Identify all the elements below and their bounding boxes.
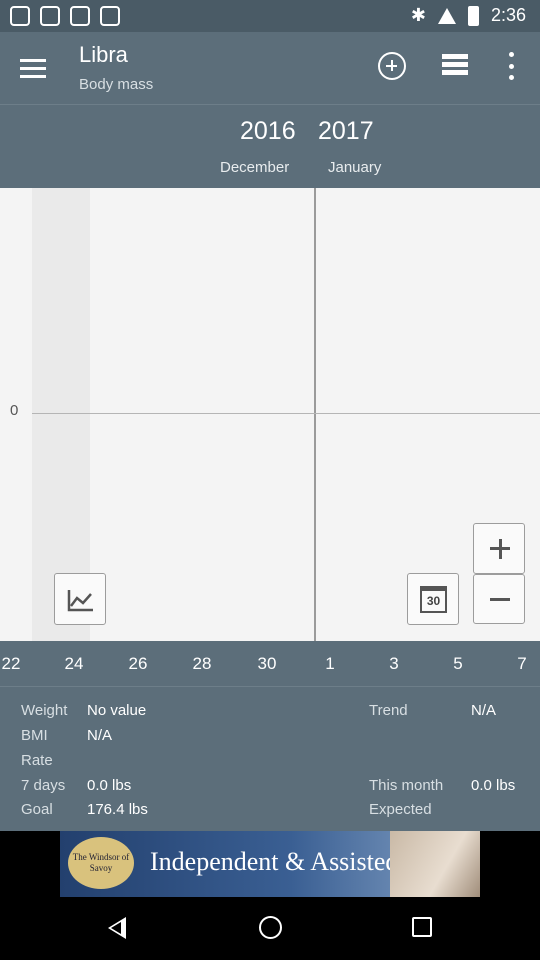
recent-apps-icon[interactable] (412, 917, 432, 937)
goal-label: Goal (21, 801, 53, 818)
rate-label: Rate (21, 752, 53, 769)
x-tick: 3 (389, 654, 399, 673)
bmi-value: N/A (87, 727, 113, 744)
app-bar: Libra Body mass (0, 32, 540, 104)
trend-label: Trend (369, 702, 408, 719)
x-tick: 26 (128, 654, 148, 673)
bluetooth-icon: ✱ (410, 5, 426, 25)
x-tick: 28 (192, 654, 212, 673)
goal-value: 176.4 lbs (87, 801, 148, 818)
month-divider (314, 188, 316, 641)
home-icon[interactable] (259, 916, 282, 939)
stats-panel: Weight No value Trend N/A BMI N/A Rate 7… (0, 686, 540, 831)
weight-chart[interactable]: 0 30 (0, 188, 540, 641)
app-subtitle: Body mass (79, 76, 154, 93)
trend-chart-icon (67, 590, 93, 612)
ad-banner[interactable]: The Windsor of Savoy Independent & Assis… (60, 831, 480, 897)
add-icon[interactable] (378, 52, 406, 80)
ad-photo (390, 831, 480, 897)
year-label: 2016 (240, 117, 296, 145)
date-header: 2016 2017 December January (0, 104, 540, 188)
battery-icon (467, 5, 479, 26)
x-tick: 7 (517, 654, 527, 673)
weight-value: No value (87, 702, 147, 719)
month-label: December (220, 159, 290, 176)
seven-days-value: 0.0 lbs (87, 777, 132, 794)
navigation-bar (0, 897, 540, 960)
y-axis-label: 0 (10, 402, 19, 419)
x-tick: 5 (453, 654, 463, 673)
month-label: January (328, 159, 382, 176)
ad-bar: The Windsor of Savoy Independent & Assis… (0, 831, 540, 897)
notification-icon (40, 6, 60, 26)
trend-value: N/A (471, 702, 497, 719)
expected-label: Expected (369, 801, 432, 818)
status-bar: ✱ 2:36 (0, 0, 540, 32)
x-tick: 22 (1, 654, 21, 673)
trend-chart-button[interactable] (54, 573, 106, 625)
app-title: Libra (79, 42, 128, 67)
chart-shade (32, 188, 90, 641)
system-icons: ✱ 2:36 (411, 5, 526, 26)
notification-icons (10, 6, 120, 26)
signal-icon (437, 7, 456, 24)
calendar-button[interactable]: 30 (407, 573, 459, 625)
year-label: 2017 (318, 117, 374, 145)
zoom-out-button[interactable] (473, 574, 525, 624)
calendar-icon: 30 (420, 586, 447, 613)
x-axis: 22 24 26 28 30 1 3 5 7 (0, 641, 540, 686)
x-tick: 1 (325, 654, 335, 673)
this-month-label: This month (369, 777, 444, 794)
back-icon[interactable] (108, 917, 126, 939)
notification-icon (10, 6, 30, 26)
notification-icon (100, 6, 120, 26)
ad-logo: The Windsor of Savoy (68, 837, 134, 889)
zoom-in-button[interactable] (473, 523, 525, 574)
x-tick: 24 (64, 654, 84, 673)
more-icon[interactable] (505, 52, 517, 80)
this-month-value: 0.0 lbs (471, 777, 516, 794)
x-tick: 30 (257, 654, 277, 673)
zero-gridline (32, 413, 540, 414)
list-icon[interactable] (442, 54, 470, 78)
seven-days-label: 7 days (21, 777, 66, 794)
status-time: 2:36 (490, 5, 526, 25)
menu-icon[interactable] (20, 52, 52, 84)
notification-icon (70, 6, 90, 26)
weight-label: Weight (21, 702, 68, 719)
bmi-label: BMI (21, 727, 48, 744)
